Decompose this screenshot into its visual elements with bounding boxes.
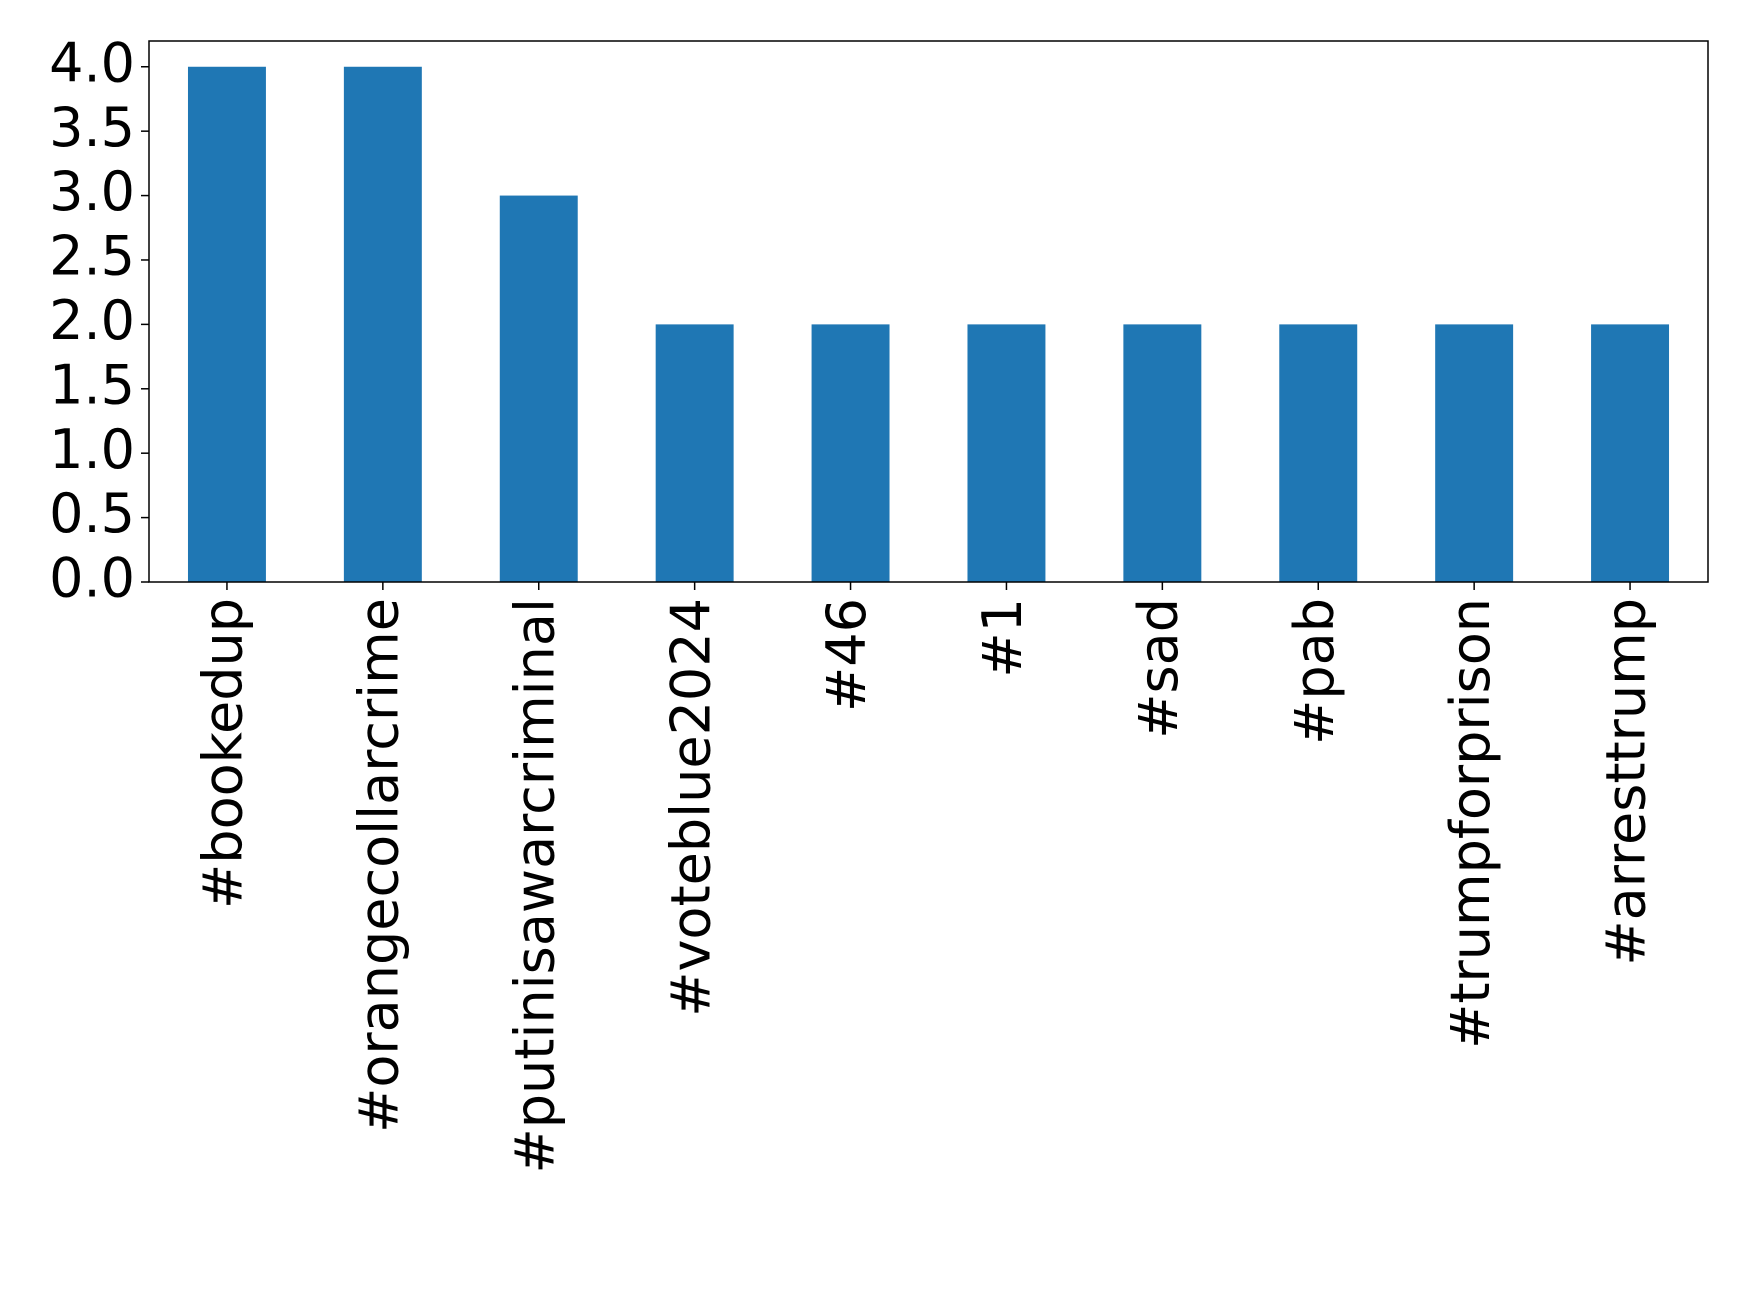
- x-tick-label: #bookedup: [192, 598, 255, 909]
- x-tick-label: #putinisawarcriminal: [503, 598, 566, 1173]
- bar: [499, 195, 578, 583]
- bar: [655, 324, 734, 582]
- bar: [187, 66, 266, 582]
- y-tick-label: 1.5: [49, 353, 135, 416]
- x-tick-label: #orangecollarcrime: [347, 598, 410, 1133]
- x-tick-label: #sad: [1127, 598, 1190, 739]
- x-tick-label: #46: [815, 598, 878, 712]
- y-tick-label: 2.5: [49, 225, 135, 288]
- bar: [967, 324, 1046, 582]
- y-tick-label: 3.5: [49, 96, 135, 159]
- y-tick-label: 0.5: [49, 482, 135, 545]
- y-tick-label: 4.0: [49, 31, 135, 94]
- x-tick-label: #arresttrump: [1595, 598, 1658, 966]
- bar: [343, 66, 422, 582]
- y-tick-label: 2.0: [49, 289, 135, 352]
- bar: [1435, 324, 1514, 582]
- x-tick-label: #trumpforprison: [1439, 598, 1502, 1049]
- x-tick-label: #1: [971, 598, 1034, 678]
- bar: [1123, 324, 1202, 582]
- y-tick-label: 3.0: [49, 160, 135, 223]
- bar: [811, 324, 890, 582]
- y-tick-label: 0.0: [49, 547, 135, 610]
- plot-frame: [148, 40, 1709, 583]
- x-tick-label: #voteblue2024: [659, 598, 722, 1017]
- x-tick-label: #pab: [1283, 598, 1346, 745]
- bar: [1279, 324, 1358, 582]
- y-tick-label: 1.0: [49, 418, 135, 481]
- bar: [1591, 324, 1670, 582]
